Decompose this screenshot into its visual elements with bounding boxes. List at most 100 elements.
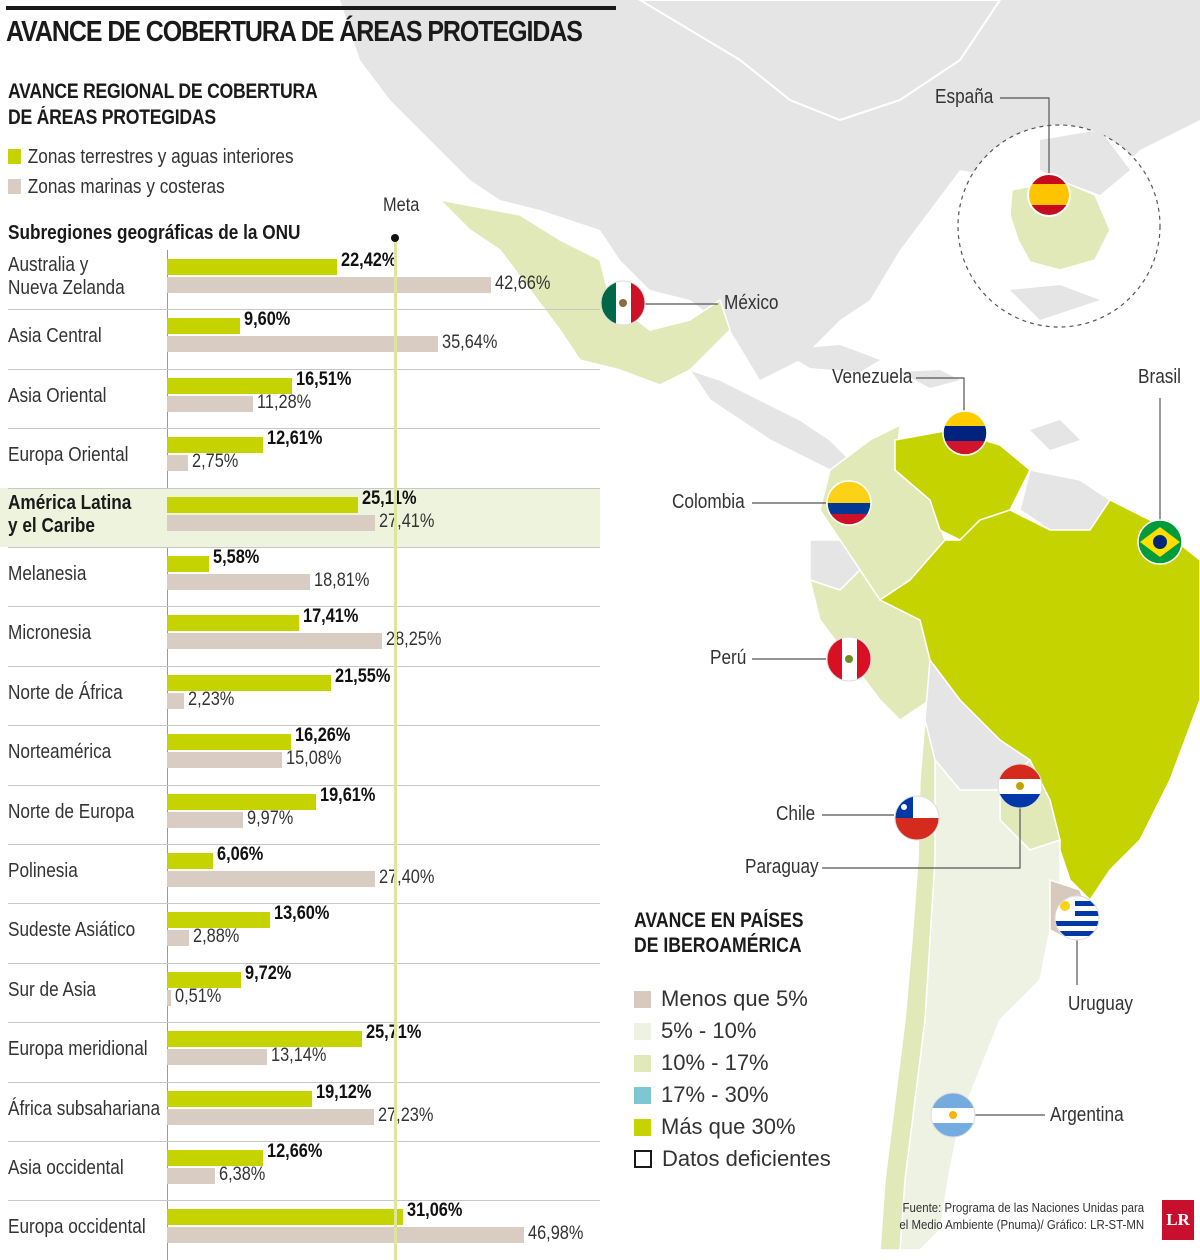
- category-header: Subregiones geográficas de la ONU: [8, 222, 301, 244]
- category-label-line: Nueva Zelanda: [8, 277, 125, 299]
- legend-terrestrial-swatch: [8, 149, 21, 164]
- iber-swatch-0: [634, 991, 651, 1008]
- bar-terrestrial: [167, 437, 263, 454]
- spain-leader: [1000, 97, 1050, 182]
- value-label-marine: 11,28%: [256, 391, 311, 413]
- category-label: Norte de Europa: [8, 801, 134, 824]
- value-label-marine: 2,23%: [187, 688, 235, 710]
- iber-legend-title: AVANCE EN PAÍSES DE IBEROAMÉRICA: [634, 908, 804, 958]
- category-label: América Latina y el Caribe: [8, 492, 131, 538]
- value-label-terrestrial: 19,12%: [316, 1081, 372, 1103]
- venezuela-flag-icon: [942, 410, 988, 456]
- bar-marine: [167, 455, 188, 472]
- bar-terrestrial: [167, 318, 240, 335]
- greenland-land: [638, 0, 1002, 122]
- bar-terrestrial: [167, 853, 214, 869]
- category-label-line: Melanesia: [8, 563, 87, 585]
- row-separator: [8, 903, 600, 905]
- bar-terrestrial: [167, 259, 338, 275]
- iber-legend-item-0: Menos que 5%: [634, 986, 808, 1012]
- bar-marine: [167, 336, 438, 353]
- chile-land: [879, 719, 936, 1250]
- bar-terrestrial: [167, 912, 271, 929]
- value-label-terrestrial: 9,60%: [243, 309, 291, 331]
- iber-legend-item-4: Más que 30%: [634, 1114, 796, 1140]
- category-label-line: Asia Oriental: [8, 384, 107, 407]
- category-label: Sudeste Asiático: [8, 919, 135, 942]
- bar-terrestrial: [167, 971, 241, 988]
- north-america-land: [340, 0, 1200, 380]
- value-label-terrestrial: 25,11%: [361, 487, 417, 509]
- value-label-marine: 27,41%: [379, 510, 435, 532]
- bar-terrestrial: [167, 1209, 404, 1226]
- meta-label: Meta: [383, 195, 420, 216]
- row-separator: [8, 1081, 600, 1083]
- bar-marine: [167, 989, 171, 1006]
- iber-legend-item-3: 17% - 30%: [634, 1082, 769, 1108]
- iber-legend-item-1: 5% - 10%: [634, 1018, 756, 1044]
- value-label-marine: 18,81%: [313, 570, 370, 591]
- row-separator: [8, 784, 600, 786]
- value-label-marine: 46,98%: [528, 1223, 584, 1245]
- country-label-colombia: Colombia: [672, 491, 745, 513]
- category-label-line: Norteamérica: [8, 741, 112, 764]
- iber-legend-label-3: 17% - 30%: [661, 1082, 769, 1107]
- iber-legend-label-0: Menos que 5%: [661, 986, 808, 1011]
- source-line2: el Medio Ambiente (Pnuma)/ Gráfico: LR-S…: [899, 1217, 1144, 1232]
- iber-swatch-1: [634, 1023, 651, 1040]
- row-separator: [8, 368, 600, 370]
- central-america-land: [688, 368, 852, 471]
- bar-terrestrial: [167, 674, 331, 691]
- iber-legend-label-5: Datos deficientes: [662, 1146, 831, 1171]
- value-label-terrestrial: 12,66%: [267, 1141, 323, 1162]
- value-label-marine: 2,75%: [191, 451, 239, 473]
- bar-terrestrial: [167, 1150, 264, 1166]
- category-label: África subsahariana: [8, 1098, 160, 1121]
- value-label-marine: 15,08%: [285, 748, 342, 770]
- iber-swatch-4: [634, 1119, 651, 1136]
- bar-marine: [167, 692, 184, 709]
- lr-logo: LR: [1162, 1200, 1194, 1240]
- iber-legend-label-4: Más que 30%: [661, 1114, 796, 1139]
- category-label: Asia Oriental: [8, 385, 106, 408]
- source-note: Fuente: Programa de las Naciones Unidas …: [899, 1199, 1144, 1233]
- country-label-espana: España: [935, 86, 994, 108]
- value-label-marine: 13,14%: [270, 1045, 327, 1067]
- country-label-uruguay: Uruguay: [1068, 993, 1134, 1015]
- row-separator: [8, 1200, 600, 1202]
- row-separator: [8, 487, 600, 489]
- country-label-venezuela: Venezuela: [832, 366, 913, 388]
- bar-marine: [167, 574, 310, 590]
- category-label: Sur de Asia: [8, 979, 96, 1002]
- legend-terrestrial-label: Zonas terrestres y aguas interiores: [27, 146, 294, 168]
- meta-line: [394, 238, 397, 1260]
- category-label-line: África subsahariana: [8, 1097, 161, 1120]
- row-separator: [8, 725, 600, 727]
- bar-terrestrial: [167, 556, 210, 572]
- row-separator: [8, 547, 600, 548]
- category-label-line: Sur de Asia: [8, 978, 96, 1001]
- chile-flag-icon: [894, 795, 940, 841]
- bar-terrestrial: [167, 1090, 313, 1107]
- category-label-line: Asia Central: [8, 325, 102, 348]
- uruguay-flag-icon: [1054, 895, 1100, 941]
- value-label-marine: 35,64%: [441, 332, 498, 354]
- value-label-marine: 27,40%: [379, 867, 435, 888]
- row-separator: [8, 665, 600, 667]
- value-label-marine: 0,51%: [174, 985, 222, 1007]
- bar-marine: [167, 752, 282, 769]
- bar-terrestrial: [167, 1031, 363, 1048]
- value-label-terrestrial: 6,06%: [217, 844, 264, 865]
- source-line1: Fuente: Programa de las Naciones Unidas …: [902, 1200, 1144, 1215]
- iber-legend-item-2: 10% - 17%: [634, 1050, 769, 1076]
- bar-marine: [167, 395, 253, 412]
- iber-swatch-2: [634, 1055, 651, 1072]
- bar-terrestrial: [167, 793, 317, 810]
- iber-legend-item-5: Datos deficientes: [634, 1146, 831, 1172]
- category-label: Melanesia: [8, 563, 86, 586]
- bar-terrestrial: [167, 615, 300, 632]
- bar-marine: [167, 1227, 525, 1244]
- iber-swatch-5: [634, 1150, 652, 1168]
- spain-flag-icon: [1027, 173, 1071, 217]
- iber-legend-label-2: 10% - 17%: [661, 1050, 769, 1075]
